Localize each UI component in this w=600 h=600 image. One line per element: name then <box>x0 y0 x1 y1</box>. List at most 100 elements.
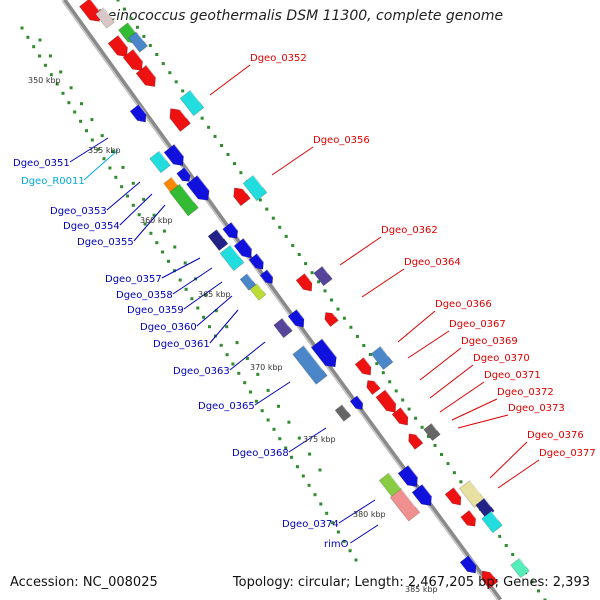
gene-arrow[interactable] <box>444 487 465 509</box>
gene-arrow[interactable] <box>313 265 333 287</box>
gene-arrow[interactable] <box>249 283 267 301</box>
gene-label[interactable]: Dgeo_R0011 <box>21 176 85 187</box>
gene-label[interactable]: Dgeo_0367 <box>449 319 506 330</box>
gene-arrow[interactable] <box>128 31 148 53</box>
gene-arrow[interactable] <box>273 317 293 339</box>
track-dot <box>440 453 443 456</box>
gene-arrow[interactable] <box>389 488 421 522</box>
gene-arrow[interactable] <box>179 89 205 117</box>
gene-label[interactable]: Dgeo_0376 <box>527 430 584 441</box>
track-dot <box>49 73 53 77</box>
gene-arrow[interactable] <box>107 34 132 60</box>
gene-arrow[interactable] <box>397 464 422 490</box>
leader-line <box>209 64 251 96</box>
gene-arrow[interactable] <box>135 64 160 90</box>
gene-arrow[interactable] <box>242 174 268 202</box>
gene-label[interactable]: Dgeo_0366 <box>435 299 492 310</box>
track-dot <box>308 452 312 456</box>
track-dot <box>96 147 100 151</box>
gene-arrow[interactable] <box>169 183 199 217</box>
gene-label[interactable]: Dgeo_0377 <box>539 448 596 459</box>
gene-arrow[interactable] <box>478 567 499 589</box>
gene-label[interactable]: Dgeo_0351 <box>13 158 70 169</box>
gene-arrow[interactable] <box>349 395 366 413</box>
gene-arrow[interactable] <box>354 357 375 379</box>
gene-label[interactable]: Dgeo_0358 <box>116 290 173 301</box>
gene-arrow[interactable] <box>322 309 339 328</box>
gene-arrow[interactable] <box>423 422 441 442</box>
gene-arrow[interactable] <box>122 48 147 74</box>
gene-label[interactable]: Dgeo_0363 <box>173 366 230 377</box>
gene-label[interactable]: Dgeo_0368 <box>232 448 289 459</box>
gene-label[interactable]: Dgeo_0371 <box>484 370 541 381</box>
gene-arrow[interactable] <box>95 7 115 29</box>
gene-label[interactable]: Dgeo_0373 <box>508 403 565 414</box>
gene-arrow[interactable] <box>233 238 256 261</box>
gene-label[interactable]: rimO <box>324 539 349 550</box>
gene-label[interactable]: Dgeo_0355 <box>77 237 134 248</box>
gene-arrow[interactable] <box>411 483 436 509</box>
track-dot <box>220 144 223 147</box>
gene-arrow[interactable] <box>459 480 485 508</box>
track-dot <box>388 380 392 384</box>
gene-arrow[interactable] <box>149 150 171 174</box>
gene-arrow[interactable] <box>163 143 188 169</box>
gene-arrow[interactable] <box>79 0 104 25</box>
gene-arrow[interactable] <box>370 346 394 370</box>
track-dot <box>297 253 301 256</box>
gene-arrow[interactable] <box>460 509 480 529</box>
gene-arrow[interactable] <box>310 338 341 371</box>
gene-arrow[interactable] <box>129 104 150 126</box>
gene-arrow[interactable] <box>239 273 257 291</box>
gene-arrow[interactable] <box>481 510 503 534</box>
track-dot <box>258 198 262 202</box>
gene-arrow[interactable] <box>186 175 213 204</box>
gene-arrow[interactable] <box>405 430 424 450</box>
track-dot <box>100 134 104 138</box>
gene-label[interactable]: Dgeo_0356 <box>313 135 370 146</box>
gene-arrow[interactable] <box>391 407 412 429</box>
track-dot <box>284 446 288 450</box>
track-dot <box>530 580 534 584</box>
gene-label[interactable]: Dgeo_0352 <box>250 53 307 64</box>
track-dot <box>249 390 252 394</box>
gene-arrow[interactable] <box>248 253 267 273</box>
gene-arrow[interactable] <box>375 389 400 416</box>
gene-arrow[interactable] <box>219 244 245 272</box>
gene-arrow[interactable] <box>459 555 480 577</box>
scale-label: 355 kbp <box>88 146 121 155</box>
gene-label[interactable]: Dgeo_0357 <box>105 274 162 285</box>
gene-label[interactable]: Dgeo_0361 <box>153 339 210 350</box>
gene-label[interactable]: Dgeo_0354 <box>63 221 120 232</box>
gene-arrow[interactable] <box>176 166 193 184</box>
gene-arrow[interactable] <box>295 273 316 295</box>
gene-arrow[interactable] <box>287 309 308 331</box>
gene-label[interactable]: Dgeo_0374 <box>282 519 339 530</box>
gene-label[interactable]: Dgeo_0370 <box>473 353 530 364</box>
track-dot <box>126 194 129 198</box>
gene-label[interactable]: Dgeo_0359 <box>127 305 184 316</box>
gene-label[interactable]: Dgeo_0372 <box>497 387 554 398</box>
gene-arrow[interactable] <box>230 183 251 207</box>
gene-arrow[interactable] <box>222 221 242 241</box>
gene-arrow[interactable] <box>165 104 191 132</box>
gene-label[interactable]: Dgeo_0365 <box>198 401 255 412</box>
gene-arrow[interactable] <box>292 345 328 385</box>
gene-label[interactable]: Dgeo_0353 <box>50 206 107 217</box>
gene-label[interactable]: Dgeo_0364 <box>404 257 461 268</box>
track-dot <box>200 116 204 120</box>
gene-arrow[interactable] <box>207 229 229 251</box>
gene-label[interactable]: Dgeo_0360 <box>140 322 197 333</box>
gene-arrow[interactable] <box>510 557 530 579</box>
gene-arrow[interactable] <box>259 269 276 287</box>
track-dot <box>90 118 94 122</box>
gene-label[interactable]: Dgeo_0369 <box>461 336 518 347</box>
scale-label: 360 kbp <box>140 216 173 225</box>
gene-arrow[interactable] <box>364 377 381 396</box>
track-dot <box>295 465 299 469</box>
track-dot <box>317 280 321 284</box>
gene-arrow[interactable] <box>334 404 352 422</box>
gene-label[interactable]: Dgeo_0362 <box>381 225 438 236</box>
track-dot <box>243 381 247 385</box>
